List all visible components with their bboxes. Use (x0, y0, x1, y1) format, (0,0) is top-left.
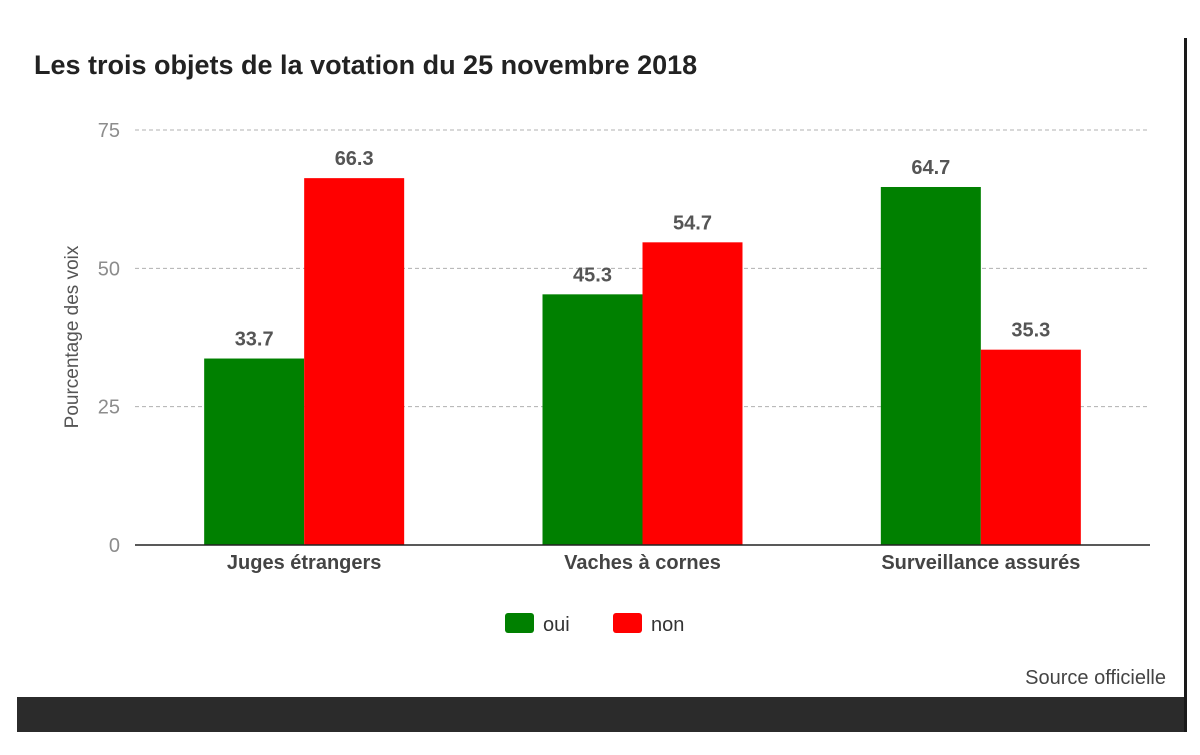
legend-label-oui: oui (543, 614, 570, 636)
y-tick-label: 0 (109, 535, 120, 557)
data-label: 33.7 (235, 329, 274, 351)
bar-chart: 0 25 50 75 Pourcentage des voix 33.7 66.3 Juges… (62, 120, 1150, 636)
bar-non (642, 242, 743, 545)
legend-label-non: non (651, 614, 684, 636)
data-label: 66.3 (335, 148, 374, 170)
bar-oui (880, 186, 981, 545)
y-tick-label: 25 (98, 397, 120, 419)
x-category-label: Vaches à cornes (564, 552, 721, 574)
footer-bar (17, 697, 1184, 732)
bar-non (980, 349, 1081, 545)
data-label: 35.3 (1011, 320, 1050, 342)
x-category-label: Surveillance assurés (881, 552, 1080, 574)
chart-title: Les trois objets de la votation du 25 no… (34, 50, 698, 80)
y-tick-label: 50 (98, 258, 120, 280)
legend-swatch-non (613, 613, 642, 633)
data-label: 45.3 (573, 264, 612, 286)
bar-oui (204, 358, 305, 545)
y-axis-label: Pourcentage des voix (62, 245, 83, 428)
legend-swatch-oui (505, 613, 534, 633)
bar-oui (542, 294, 643, 545)
source-credit: Source officielle (1025, 667, 1166, 689)
bar-non (304, 178, 405, 545)
data-label: 54.7 (673, 212, 712, 234)
x-category-label: Juges étrangers (227, 552, 382, 574)
frame-border (1184, 38, 1187, 732)
data-label: 64.7 (911, 157, 950, 179)
y-tick-label: 75 (98, 120, 120, 142)
